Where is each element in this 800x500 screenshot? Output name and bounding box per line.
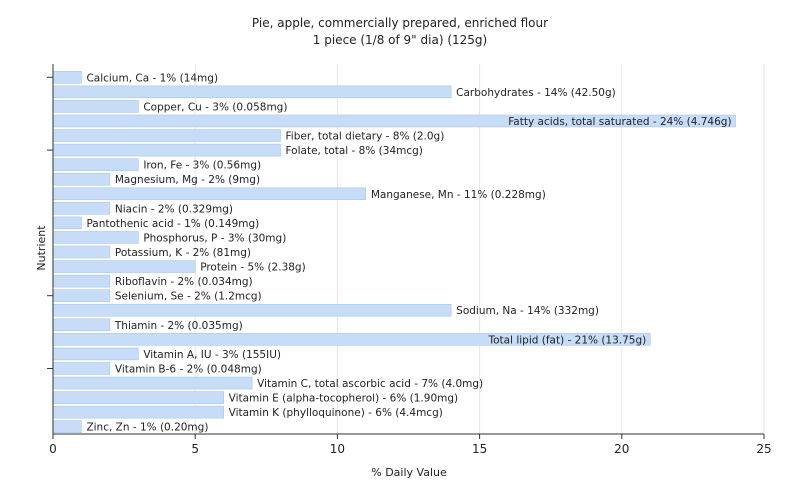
bar-label: Vitamin B-6 - 2% (0.048mg) — [115, 363, 262, 375]
bar-label: Magnesium, Mg - 2% (9mg) — [115, 174, 260, 186]
bar-label: Zinc, Zn - 1% (0.20mg) — [86, 422, 208, 434]
bar — [52, 376, 253, 390]
bar-label: Fatty acids, total saturated - 24% (4.74… — [508, 116, 731, 128]
bar-label: Calcium, Ca - 1% (14mg) — [86, 72, 218, 84]
bar — [52, 158, 139, 171]
bar — [52, 129, 281, 142]
bar — [52, 143, 281, 157]
chart-subtitle: 1 piece (1/8 of 9" dia) (125g) — [313, 33, 487, 47]
x-tick-label: 0 — [49, 442, 57, 456]
bar — [52, 216, 82, 230]
x-tick-label: 5 — [191, 442, 199, 456]
bar — [52, 100, 139, 113]
bar-label: Sodium, Na - 14% (332mg) — [456, 305, 599, 317]
bar — [52, 405, 224, 419]
bar-label: Vitamin K (phylloquinone) - 6% (4.4mcg) — [229, 407, 443, 419]
x-tick-label: 15 — [472, 442, 487, 456]
bar — [52, 303, 452, 317]
x-axis-label: % Daily Value — [371, 466, 447, 479]
x-tick-label: 25 — [756, 442, 771, 456]
bar-label: Riboflavin - 2% (0.034mg) — [115, 276, 253, 288]
bar-label: Selenium, Se - 2% (1.2mcg) — [115, 291, 262, 303]
bar-label: Vitamin A, IU - 3% (155IU) — [143, 349, 281, 361]
bar-label: Total lipid (fat) - 21% (13.75g) — [487, 334, 646, 346]
bar — [52, 85, 452, 99]
bar-label: Copper, Cu - 3% (0.058mg) — [143, 101, 287, 113]
bar — [52, 202, 111, 215]
bar-label: Vitamin C, total ascorbic acid - 7% (4.0… — [257, 378, 483, 390]
bar — [52, 187, 367, 201]
bar-label: Protein - 5% (2.38g) — [200, 262, 306, 274]
chart-title: Pie, apple, commercially prepared, enric… — [252, 16, 548, 30]
bar-label: Manganese, Mn - 11% (0.228mg) — [371, 189, 546, 201]
bar — [52, 245, 111, 259]
bar — [52, 231, 139, 244]
x-tick-label: 10 — [330, 442, 345, 456]
bar — [52, 420, 82, 433]
bar — [52, 362, 111, 375]
bar-label: Niacin - 2% (0.329mg) — [115, 203, 233, 215]
bar-label: Phosphorus, P - 3% (30mg) — [143, 232, 286, 244]
bar — [52, 347, 139, 361]
bar — [52, 289, 111, 302]
bar — [52, 260, 196, 273]
bar — [52, 172, 111, 186]
bar-label: Potassium, K - 2% (81mg) — [115, 247, 251, 259]
bars: Calcium, Ca - 1% (14mg) Carbohydrates - 1… — [52, 71, 736, 434]
bar-label: Vitamin E (alpha-tocopherol) - 6% (1.90m… — [229, 393, 459, 405]
bar-label: Fiber, total dietary - 8% (2.0g) — [286, 131, 445, 143]
x-tick-label: 20 — [614, 442, 629, 456]
bar — [52, 391, 224, 404]
bar-label: Carbohydrates - 14% (42.50g) — [456, 87, 616, 99]
bar-label: Iron, Fe - 3% (0.56mg) — [143, 160, 261, 172]
bar — [52, 71, 82, 84]
bar-label: Pantothenic acid - 1% (0.149mg) — [86, 218, 259, 230]
bar-label: Folate, total - 8% (34mcg) — [286, 145, 423, 157]
bar — [52, 318, 111, 332]
bar-label: Thiamin - 2% (0.035mg) — [114, 320, 243, 332]
axes: 0 5 10 15 20 25 — [47, 64, 772, 456]
y-axis-label: Nutrient — [35, 225, 48, 271]
bar — [52, 274, 111, 288]
